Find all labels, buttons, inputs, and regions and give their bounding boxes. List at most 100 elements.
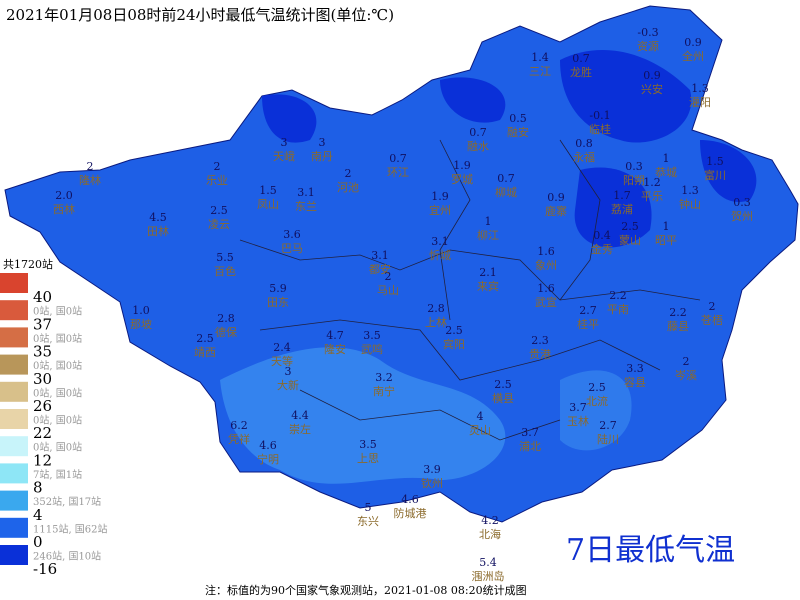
station-name: 阳朔 (623, 174, 645, 187)
station-value: 3 (285, 365, 292, 378)
station-value: -0.3 (637, 26, 658, 39)
legend: 0站, 国0站 0站, 国0站 0站, 国0站 0站, 国0站 0站, 国0站 0站, 国… (0, 273, 108, 578)
station-name: 岑溪 (675, 369, 697, 382)
boundary (239, 239, 701, 301)
station-name: 昭平 (655, 234, 677, 247)
legend-swatch (0, 300, 28, 321)
footnote: 注：标值的为90个国家气象观测站，2021-01-08 08:20统计成图 (205, 583, 527, 597)
station-value: 0.8 (575, 137, 593, 150)
station-value: 2.7 (579, 304, 597, 317)
station-name: 德保 (215, 325, 237, 339)
station-value: 4.4 (291, 409, 309, 422)
station-value: 2.8 (427, 302, 445, 315)
station-name: 玉林 (567, 414, 589, 428)
legend-count: 246站, 国10站 (33, 550, 101, 563)
station-value: 2.0 (55, 189, 73, 202)
station-value: 0.7 (389, 152, 407, 165)
station-value: 1.3 (681, 184, 699, 197)
station-value: 1.5 (706, 155, 724, 168)
title: 2021年01月08日08时前24小时最低气温统计图(单位:℃) (6, 6, 394, 24)
station-value: 2 (683, 355, 690, 368)
station-value: 0.7 (572, 52, 590, 65)
station-name: 贺州 (731, 210, 753, 223)
station-name: 全州 (682, 49, 704, 63)
boundary (259, 319, 661, 381)
station-name: 来宾 (477, 279, 499, 293)
station-value: 3.5 (363, 329, 381, 342)
darker-region (440, 77, 506, 123)
station-name: 苍梧 (701, 313, 723, 327)
legend-swatch (0, 517, 28, 538)
station-value: 3.3 (626, 362, 644, 375)
legend-count: 0站, 国0站 (33, 414, 82, 427)
legend-count: 0站, 国0站 (33, 359, 82, 372)
station-name: 东兰 (295, 200, 317, 213)
station-name: 容县 (624, 375, 646, 389)
station-value: 5.4 (479, 556, 497, 569)
station-value: 0.9 (684, 36, 702, 49)
legend-swatch (0, 436, 28, 457)
station-value: 1.7 (613, 189, 631, 202)
station-value: 4.6 (259, 439, 277, 452)
station-name: 乐业 (206, 174, 228, 187)
station-value: 1 (663, 220, 670, 233)
station-value: 5 (365, 501, 372, 514)
station-name: 龙胜 (570, 65, 592, 79)
station-value: 0.7 (497, 172, 515, 185)
boundary (559, 139, 601, 301)
station-value: 2.4 (273, 341, 291, 354)
legend-swatch (0, 327, 28, 348)
station-value: 1.6 (537, 245, 555, 258)
station-name: 凤山 (257, 198, 279, 211)
station-name: 融安 (507, 125, 529, 139)
boundary (439, 139, 471, 321)
station-name: 象州 (535, 259, 557, 272)
legend-swatch (0, 354, 28, 375)
station-value: 2.5 (621, 220, 639, 233)
legend-count: 0站, 国0站 (33, 332, 82, 345)
station-name: 罗城 (451, 173, 473, 186)
station-name: 富川 (704, 168, 726, 182)
station-value: 3.9 (423, 463, 441, 476)
station-name: 隆林 (79, 173, 101, 187)
station-value: 3.5 (359, 438, 377, 451)
legend-threshold: 8 (33, 479, 43, 497)
station-value: 3.2 (375, 371, 393, 384)
legend-threshold: 30 (33, 370, 52, 388)
station-value: 0.4 (593, 229, 611, 242)
station-name: 上思 (357, 452, 379, 465)
station-value: 2.2 (609, 289, 627, 302)
legend-threshold: 35 (33, 343, 52, 361)
station-name: 上林 (425, 315, 447, 329)
legend-count: 0站, 国0站 (33, 305, 82, 318)
legend-threshold: 22 (33, 424, 52, 442)
station-name: 都安 (369, 262, 391, 276)
station-name: 灌阳 (689, 96, 711, 109)
station-value: 4.2 (481, 514, 499, 527)
station-value: 2 (709, 300, 716, 313)
station-name: 田东 (267, 296, 289, 309)
legend-threshold: 4 (33, 506, 43, 524)
station-value: 2.5 (196, 332, 214, 345)
station-value: 1.0 (132, 304, 150, 317)
station-value: 3.1 (297, 186, 315, 199)
station-name: 北流 (586, 394, 608, 408)
legend-threshold: 26 (33, 397, 52, 415)
station-name: 三江 (529, 65, 551, 78)
station-value: 4.6 (401, 493, 419, 506)
station-value: 1 (663, 152, 670, 165)
boundaries (239, 139, 701, 441)
station-name: 宁明 (257, 452, 279, 466)
station-name: 巴马 (281, 242, 303, 255)
station-value: 2 (345, 167, 352, 180)
station-value: 0.5 (509, 112, 527, 125)
station-name: 陆川 (597, 432, 619, 446)
station-value: 5.9 (269, 282, 287, 295)
legend-threshold: 0 (33, 533, 43, 551)
station-value: 1.4 (531, 51, 549, 64)
station-value: 2.3 (531, 334, 549, 347)
station-value: 0.3 (625, 160, 643, 173)
station-value: 2.8 (217, 312, 235, 325)
legend-swatch (0, 490, 28, 511)
station-value: 3.6 (283, 228, 301, 241)
